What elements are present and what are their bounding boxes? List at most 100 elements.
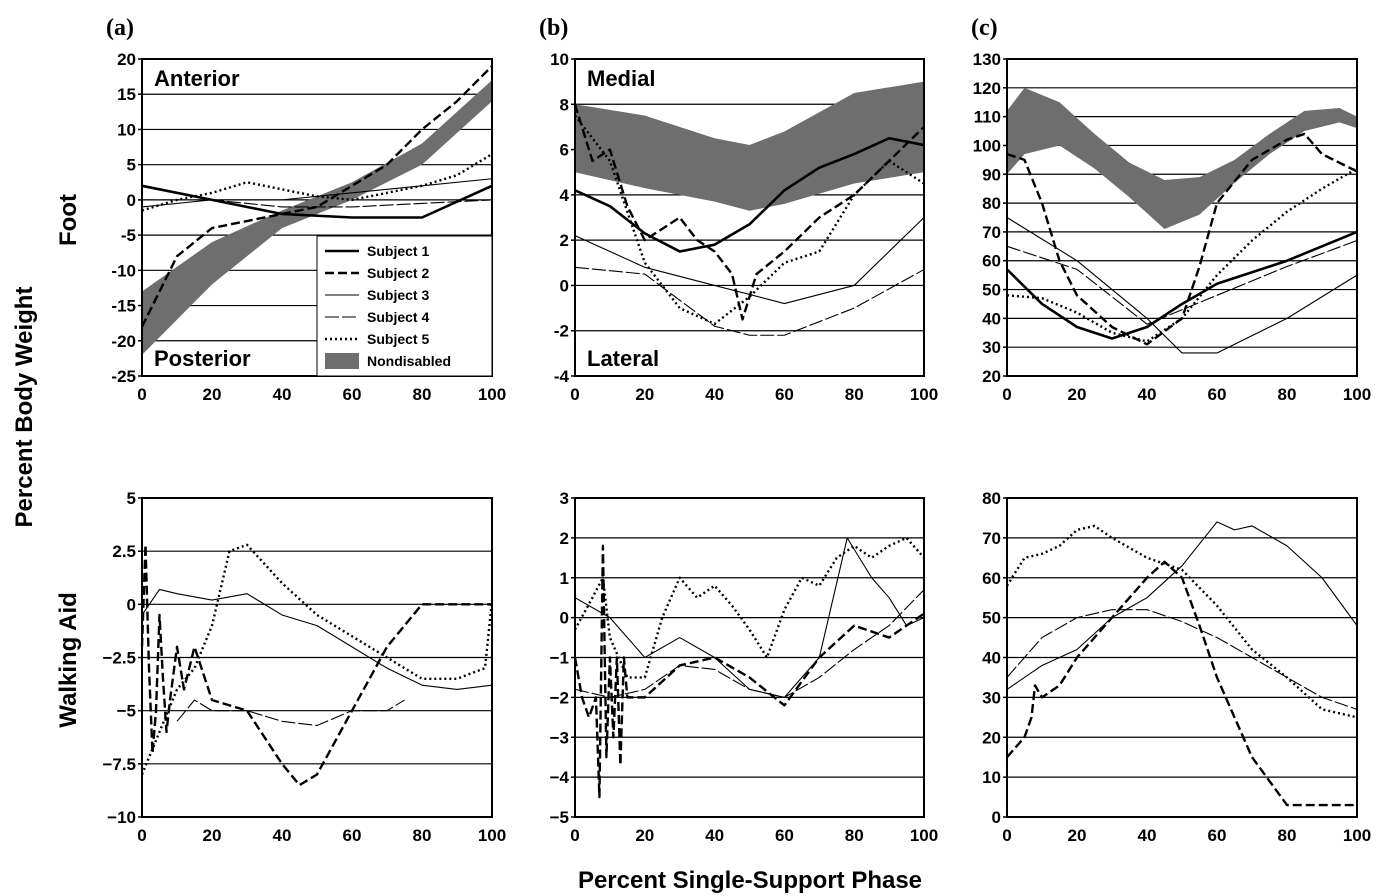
aid-b-ytick-label: −2 xyxy=(550,688,569,707)
aid-c-xtick-label: 0 xyxy=(1002,826,1011,845)
foot-c-frame xyxy=(1006,58,1358,377)
foot-b-ytick-label: 10 xyxy=(550,50,569,69)
aid-b-ytick-label: 0 xyxy=(560,609,569,628)
aid-a-ytick-label: 2.5 xyxy=(112,542,136,561)
aid-b-series-subject-2 xyxy=(573,544,925,799)
foot-a-ytick-label: -15 xyxy=(111,297,136,316)
foot-a-xtick-label: 100 xyxy=(478,385,506,404)
foot-c-ytick-label: 50 xyxy=(982,281,1001,300)
aid-b-ytick-label: −5 xyxy=(550,808,569,827)
foot-b-ytick-label: 0 xyxy=(560,276,569,295)
aid-b-ytick-label: 1 xyxy=(560,569,569,588)
aid-b-ytick-label: −4 xyxy=(550,768,570,787)
aid-a-ytick-label: 5 xyxy=(127,489,136,508)
aid-b-series-subject-4 xyxy=(574,589,925,698)
foot-a-series-subject-4 xyxy=(142,199,493,208)
foot-c-ytick-label: 80 xyxy=(982,194,1001,213)
legend-entry-subject-3: Subject 3 xyxy=(367,287,429,303)
panel-walking-aid-a: −10 −7.5 −5 −2.5 0 2.5 5 0 20 40 60 80 100 xyxy=(102,489,506,845)
aid-a-ytick-label: −7.5 xyxy=(102,755,136,774)
aid-b-xtick-label: 40 xyxy=(705,826,724,845)
legend-swatch-nondisabled xyxy=(325,353,359,369)
aid-a-ytick-label: −5 xyxy=(117,702,136,721)
foot-a-annotation-top: Anterior xyxy=(154,66,240,91)
aid-b-ytick-label: 3 xyxy=(560,489,569,508)
foot-a-ytick-label: 5 xyxy=(127,156,136,175)
foot-b-series-subject-3 xyxy=(574,217,925,305)
aid-a-xtick-label: 0 xyxy=(137,826,146,845)
aid-b-ytick-label: −3 xyxy=(550,728,569,747)
foot-c-xtick-label: 0 xyxy=(1002,385,1011,404)
aid-a-series-subject-3 xyxy=(141,588,493,690)
aid-a-ytick-label: 0 xyxy=(127,595,136,614)
aid-c-xtick-label: 40 xyxy=(1138,826,1157,845)
foot-b-ytick-label: 2 xyxy=(560,231,569,250)
aid-c-ytick-label: 80 xyxy=(982,489,1001,508)
aid-b-ytick-label: −1 xyxy=(550,649,569,668)
foot-c-ytick-label: 120 xyxy=(973,79,1001,98)
foot-b-series-subject-4 xyxy=(574,266,925,336)
foot-c-xtick-label: 20 xyxy=(1068,385,1087,404)
legend-entry-nondisabled: Nondisabled xyxy=(367,353,451,369)
foot-b-xtick-label: 0 xyxy=(570,385,579,404)
legend-entry-subject-1: Subject 1 xyxy=(367,243,429,259)
foot-c-ytick-label: 100 xyxy=(973,136,1001,155)
foot-c-xtick-label: 60 xyxy=(1208,385,1227,404)
aid-c-ytick-label: 50 xyxy=(982,609,1001,628)
row-label-foot: Foot xyxy=(55,194,82,246)
foot-c-series-subject-4 xyxy=(1006,240,1358,325)
y-axis-label: Percent Body Weight xyxy=(11,287,38,528)
foot-b-xtick-label: 80 xyxy=(845,385,864,404)
aid-a-xtick-label: 80 xyxy=(413,826,432,845)
foot-a-ytick-label: 15 xyxy=(117,85,136,104)
aid-a-xtick-label: 40 xyxy=(273,826,292,845)
foot-a-xtick-label: 20 xyxy=(203,385,222,404)
aid-c-ytick-label: 70 xyxy=(982,529,1001,548)
foot-a-annotation-bottom: Posterior xyxy=(154,346,251,371)
foot-c-ytick-label: 130 xyxy=(973,50,1001,69)
legend-entry-subject-2: Subject 2 xyxy=(367,265,429,281)
legend: Subject 1 Subject 2 Subject 3 Subject 4 Subj… xyxy=(316,235,493,377)
foot-b-series-subject-2 xyxy=(573,103,925,321)
aid-a-xtick-label: 60 xyxy=(343,826,362,845)
foot-c-series-subject-3 xyxy=(1006,217,1358,354)
aid-c-ytick-label: 40 xyxy=(982,649,1001,668)
aid-c-ytick-label: 0 xyxy=(992,808,1001,827)
aid-c-ytick-label: 20 xyxy=(982,728,1001,747)
foot-b-ytick-label: 8 xyxy=(560,95,569,114)
foot-a-ytick-label: -5 xyxy=(121,226,136,245)
foot-b-ytick-label: -2 xyxy=(554,322,569,341)
aid-a-ytick-label: −10 xyxy=(107,808,136,827)
aid-c-series-subject-5 xyxy=(1005,524,1358,719)
aid-a-ytick-label: −2.5 xyxy=(102,649,136,668)
aid-b-xtick-label: 100 xyxy=(910,826,938,845)
foot-c-ytick-label: 110 xyxy=(974,108,1001,127)
foot-a-panel-label: (a) xyxy=(106,15,134,41)
foot-a-ytick-label: 0 xyxy=(127,191,136,210)
foot-a-ytick-label: -20 xyxy=(111,332,136,351)
foot-c-ytick-label: 30 xyxy=(982,338,1001,357)
aid-a-xtick-label: 100 xyxy=(478,826,506,845)
panel-walking-aid-c: 0 10 20 30 40 50 60 70 80 0 20 40 60 80 100 xyxy=(982,489,1371,845)
foot-a-xtick-label: 60 xyxy=(343,385,362,404)
foot-c-ytick-label: 70 xyxy=(982,223,1001,242)
foot-c-series-subject-2 xyxy=(1006,132,1358,346)
aid-b-xtick-label: 80 xyxy=(845,826,864,845)
foot-b-xtick-label: 20 xyxy=(635,385,654,404)
aid-b-series-subject-5 xyxy=(573,536,925,679)
foot-c-ytick-label: 20 xyxy=(982,367,1001,386)
aid-b-xtick-label: 60 xyxy=(775,826,794,845)
aid-c-series-subject-3 xyxy=(1006,521,1358,690)
row-label-walking-aid: Walking Aid xyxy=(55,592,82,728)
aid-c-xtick-label: 80 xyxy=(1278,826,1297,845)
aid-b-xtick-label: 0 xyxy=(570,826,579,845)
foot-b-annotation-bottom: Lateral xyxy=(587,346,659,371)
foot-c-series-subject-5 xyxy=(1006,167,1358,343)
x-axis-label: Percent Single-Support Phase xyxy=(578,867,922,894)
foot-a-series-subject-1 xyxy=(141,184,493,219)
foot-c-xtick-label: 40 xyxy=(1138,385,1157,404)
foot-c-ytick-label: 60 xyxy=(982,252,1001,271)
panel-walking-aid-b: −5 −4 −3 −2 −1 0 1 2 3 0 20 40 60 80 100 xyxy=(550,489,939,845)
legend-entry-subject-5: Subject 5 xyxy=(367,331,429,347)
